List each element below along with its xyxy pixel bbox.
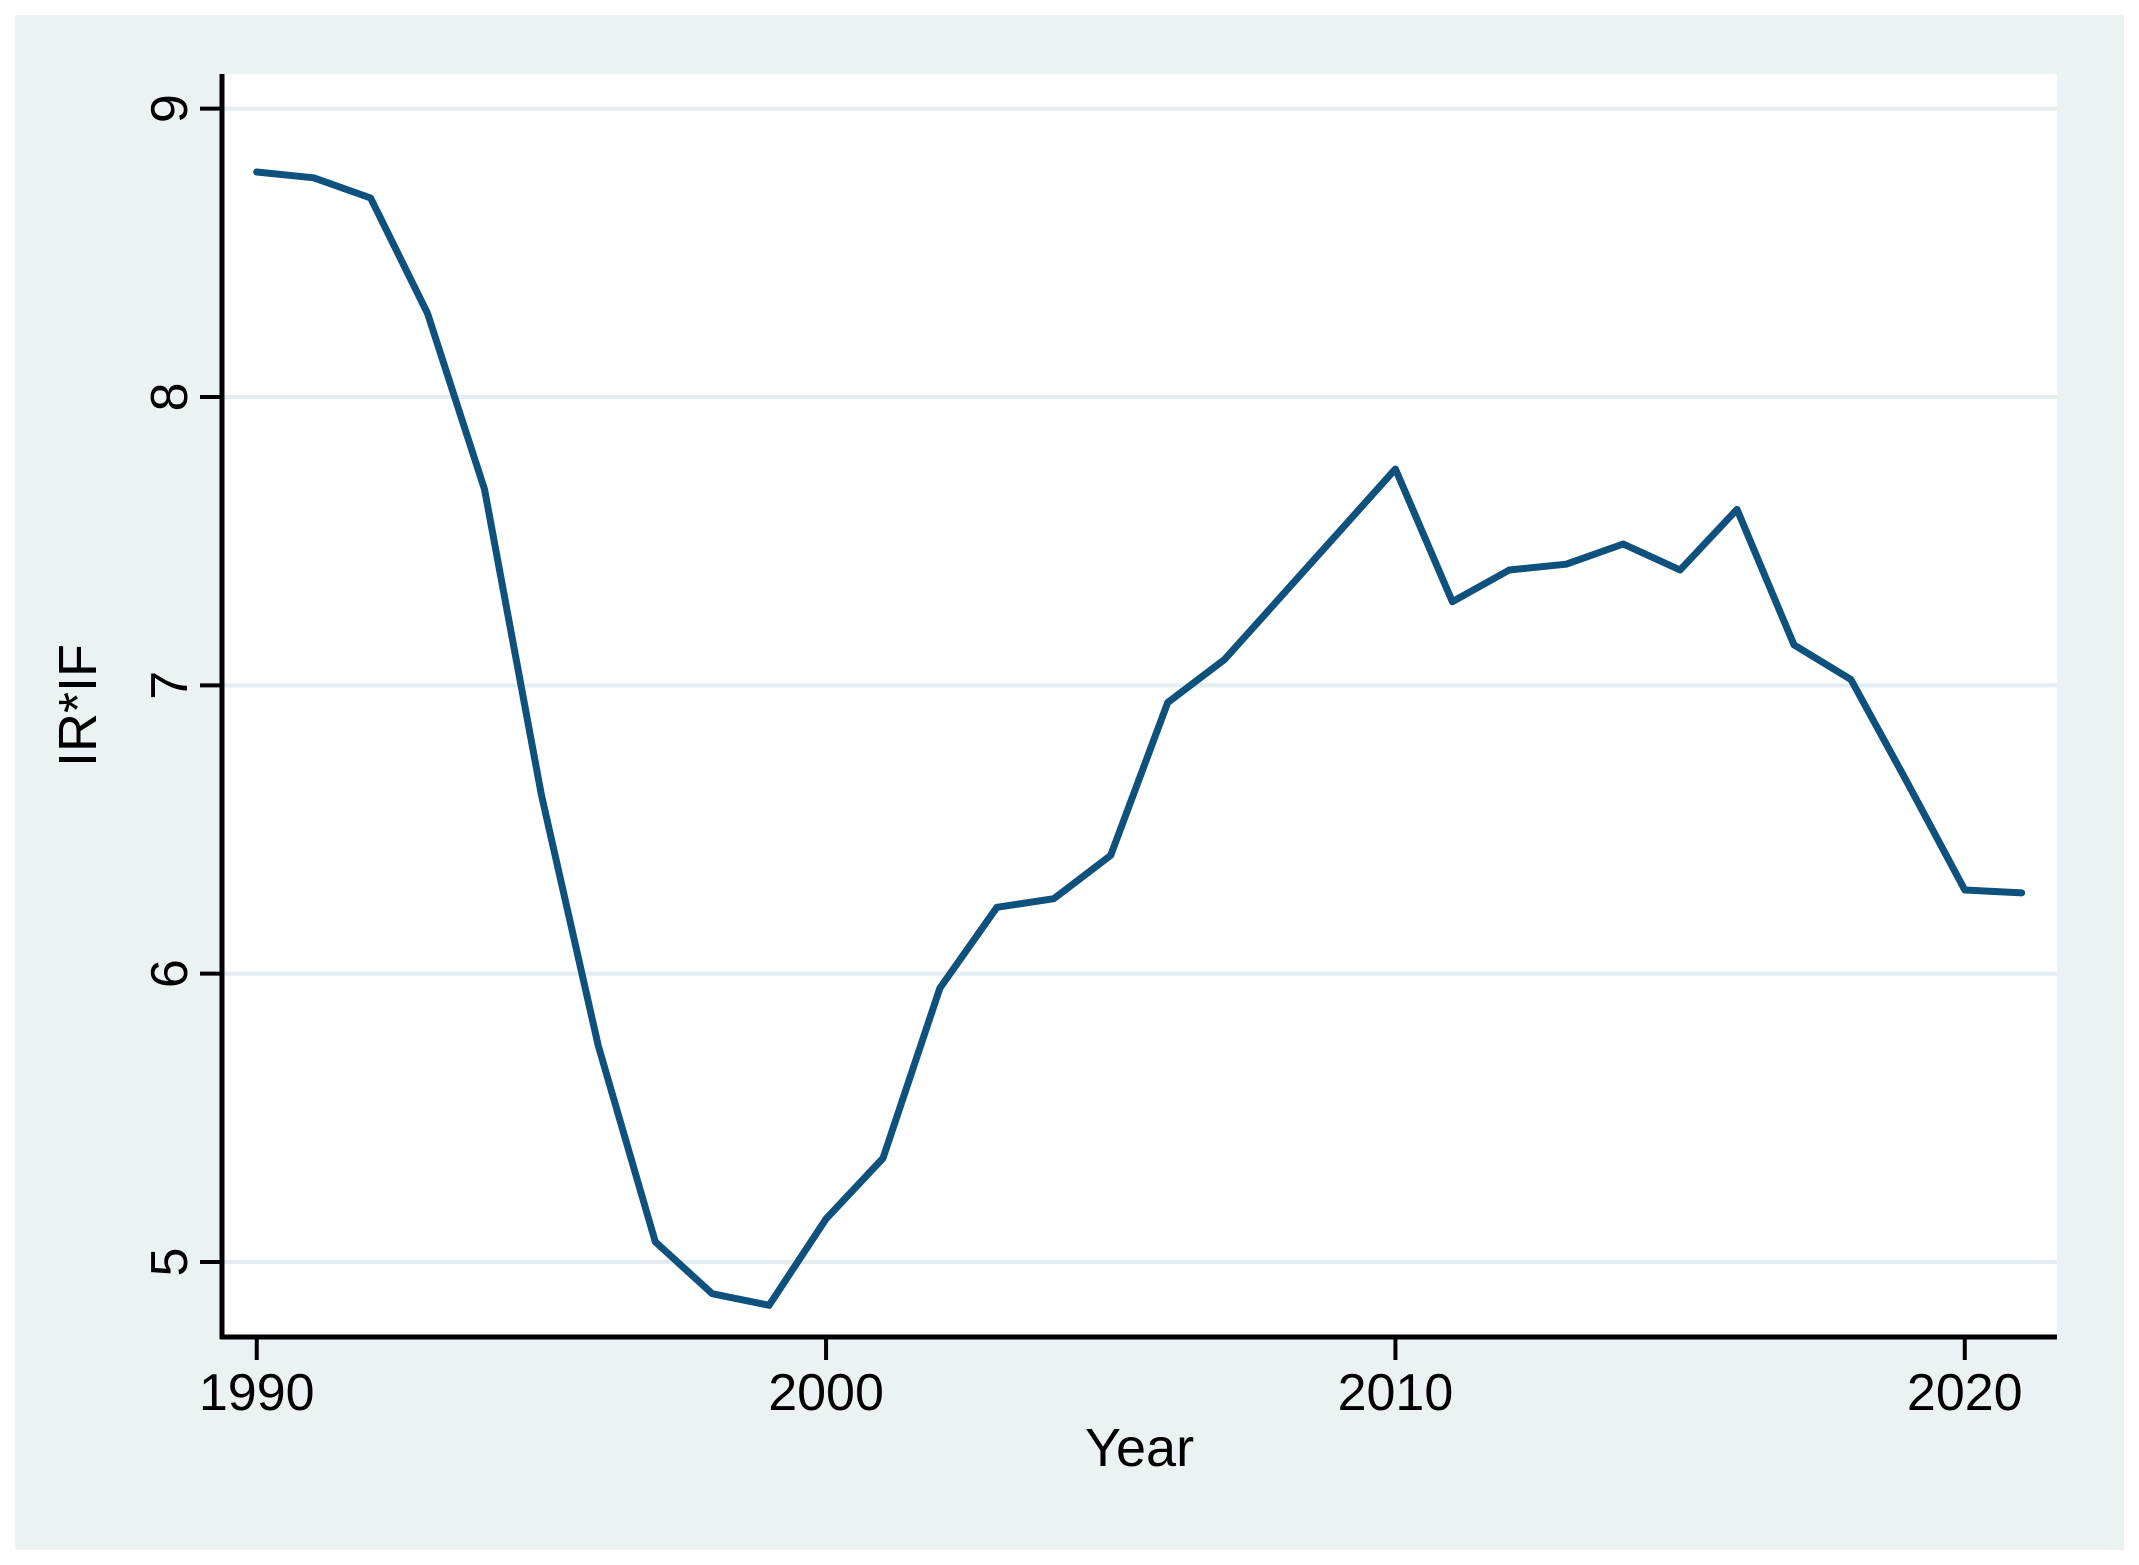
x-tick-label: 2010: [1338, 1364, 1454, 1422]
tick-group: 5 6 7 8 9 1990 2000 2010 2020: [141, 94, 2023, 1422]
x-axis-title: Year: [1085, 1418, 1194, 1478]
line-chart: 5 6 7 8 9 1990 2000 2010 2020 IR*IF Year: [15, 15, 2124, 1550]
y-tick-label: 9: [141, 94, 199, 123]
y-tick-label: 5: [141, 1248, 199, 1277]
graph-region: 5 6 7 8 9 1990 2000 2010 2020 IR*IF Year: [15, 15, 2124, 1550]
x-tick-label: 2020: [1907, 1364, 2023, 1422]
gridline-group: [222, 106, 2057, 1265]
y-tick-label: 6: [141, 959, 199, 988]
y-tick-label: 7: [141, 671, 199, 700]
y-tick-label: 8: [141, 382, 199, 411]
plot-area: [222, 74, 2057, 1337]
series-line: [253, 168, 2026, 1309]
y-axis-title: IR*IF: [48, 644, 108, 767]
x-tick-label: 1990: [199, 1364, 315, 1422]
x-tick-label: 2000: [768, 1364, 884, 1422]
